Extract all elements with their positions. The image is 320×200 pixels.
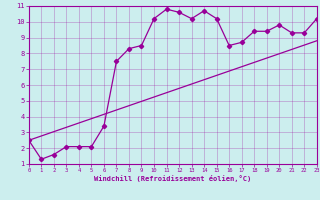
X-axis label: Windchill (Refroidissement éolien,°C): Windchill (Refroidissement éolien,°C) <box>94 175 252 182</box>
